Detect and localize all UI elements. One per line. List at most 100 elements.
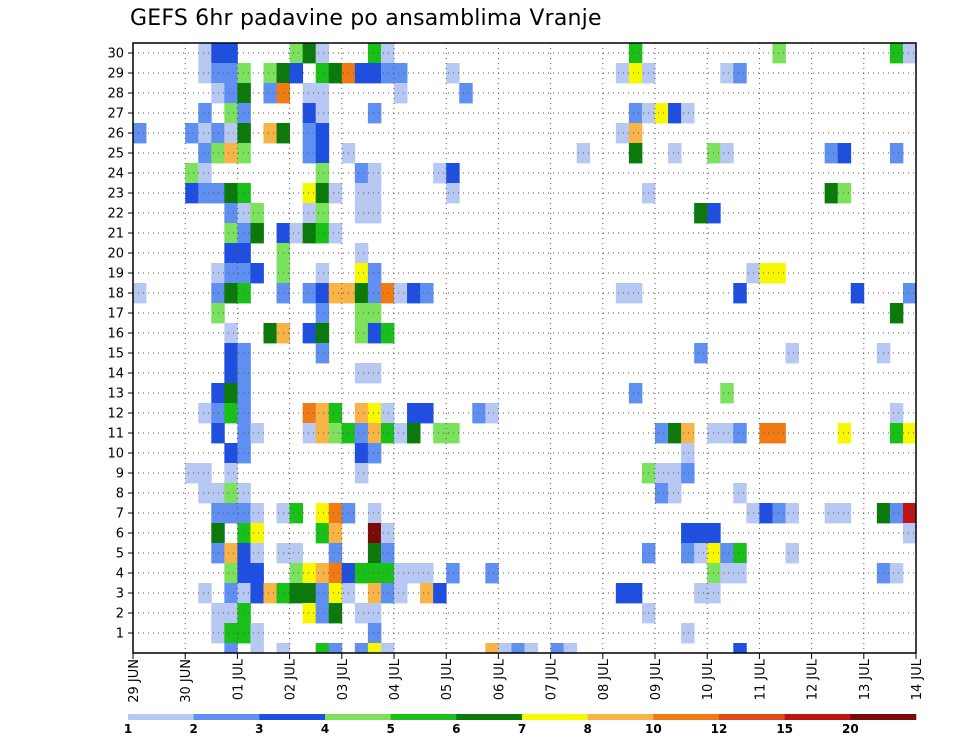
- heatmap-cell: [315, 103, 330, 124]
- heatmap-cell: [668, 483, 682, 504]
- heatmap-cell: [655, 103, 669, 124]
- heatmap-cell: [433, 583, 447, 604]
- heatmap-cell: [315, 143, 330, 164]
- heatmap-cell: [315, 63, 330, 84]
- x-tick-label: 10 JUL: [701, 658, 716, 700]
- heatmap-cell: [302, 563, 317, 584]
- y-tick-label: 26: [107, 127, 124, 142]
- heatmap-cell: [668, 103, 682, 124]
- heatmap-cell: [354, 643, 369, 653]
- heatmap-cell: [237, 383, 251, 404]
- heatmap-cell: [380, 63, 395, 84]
- y-tick-label: 3: [116, 587, 124, 602]
- heatmap-cell: [328, 63, 343, 84]
- heatmap-cell: [367, 283, 382, 304]
- heatmap-cell: [315, 503, 330, 524]
- heatmap-cell: [733, 423, 747, 444]
- heatmap-cell: [681, 103, 695, 124]
- heatmap-cell: [668, 143, 682, 164]
- heatmap-cell: [733, 283, 747, 304]
- heatmap-cell: [902, 43, 917, 64]
- heatmap-cell: [224, 623, 238, 644]
- y-tick-label: 6: [116, 527, 124, 542]
- colorbar-swatch: [587, 714, 654, 720]
- y-tick-label: 5: [116, 547, 124, 562]
- colorbar-swatch: [850, 714, 917, 720]
- heatmap-cell: [302, 423, 317, 444]
- heatmap-cell: [889, 43, 904, 64]
- heatmap-cell: [655, 423, 669, 444]
- heatmap-cell: [367, 103, 382, 124]
- heatmap-cell: [837, 183, 852, 204]
- heatmap-cell: [289, 543, 304, 564]
- heatmap-cell: [224, 63, 238, 84]
- heatmap-cell: [668, 423, 682, 444]
- heatmap-cell: [315, 523, 330, 544]
- heatmap-cell: [354, 603, 369, 624]
- heatmap-cell: [446, 163, 460, 184]
- heatmap-cell: [354, 403, 369, 424]
- heatmap-cell: [785, 503, 799, 524]
- heatmap-cell: [315, 223, 330, 244]
- heatmap-cell: [315, 303, 330, 324]
- heatmap-cell: [394, 423, 408, 444]
- y-tick-label: 21: [107, 227, 124, 242]
- y-tick-label: 28: [107, 87, 124, 102]
- heatmap-cell: [785, 543, 799, 564]
- heatmap-cell: [237, 83, 251, 104]
- y-tick-label: 13: [107, 387, 124, 402]
- heatmap-cell: [328, 603, 343, 624]
- heatmap-cell: [263, 63, 277, 84]
- heatmap-cell: [224, 83, 238, 104]
- heatmap-cell: [837, 503, 852, 524]
- heatmap-cell: [276, 643, 290, 653]
- heatmap-cell: [198, 483, 212, 504]
- heatmap-cell: [733, 483, 747, 504]
- heatmap-cell: [302, 583, 317, 604]
- heatmap-cell: [681, 443, 695, 464]
- heatmap-cell: [380, 543, 395, 564]
- heatmap-cell: [628, 583, 643, 604]
- y-tick-label: 30: [107, 47, 124, 62]
- colorbar-label: 7: [518, 722, 526, 736]
- heatmap-cell: [889, 423, 904, 444]
- heatmap-cell: [250, 223, 264, 244]
- heatmap-cell: [198, 123, 212, 144]
- heatmap-cell: [237, 103, 251, 124]
- x-tick-label: 11 JUL: [753, 658, 768, 700]
- heatmap-cell: [367, 563, 382, 584]
- heatmap-cell: [237, 483, 251, 504]
- heatmap-cell: [237, 243, 251, 264]
- heatmap-cell: [889, 563, 904, 584]
- heatmap-cell: [315, 203, 330, 224]
- heatmap-cell: [315, 183, 330, 204]
- heatmap-cell: [224, 343, 238, 364]
- heatmap-cell: [315, 323, 330, 344]
- y-tick-label: 1: [116, 627, 124, 642]
- heatmap-cell: [354, 263, 369, 284]
- heatmap-cell: [198, 583, 212, 604]
- heatmap-cell: [224, 43, 238, 64]
- heatmap-cell: [367, 363, 382, 384]
- heatmap-cell: [446, 563, 460, 584]
- heatmap-cell: [315, 343, 330, 364]
- heatmap-cell: [367, 303, 382, 324]
- heatmap-cell: [198, 463, 212, 484]
- colorbar-swatch: [784, 714, 851, 720]
- heatmap-cell: [224, 263, 238, 284]
- heatmap-cell: [224, 463, 238, 484]
- x-tick-label: 03 JUL: [336, 658, 351, 700]
- y-axis-ticks: 1234567891011121314151617181920212223242…: [107, 47, 133, 642]
- heatmap-cell: [628, 43, 643, 64]
- heatmap-cell: [354, 323, 369, 344]
- y-tick-label: 8: [116, 487, 124, 502]
- heatmap-cell: [889, 303, 904, 324]
- y-tick-label: 20: [107, 247, 124, 262]
- heatmap-cell: [628, 103, 643, 124]
- heatmap-cell: [328, 523, 343, 544]
- heatmap-cell: [224, 363, 238, 384]
- heatmap-cell: [302, 323, 317, 344]
- heatmap-cell: [315, 123, 330, 144]
- heatmap-cells: [133, 43, 917, 653]
